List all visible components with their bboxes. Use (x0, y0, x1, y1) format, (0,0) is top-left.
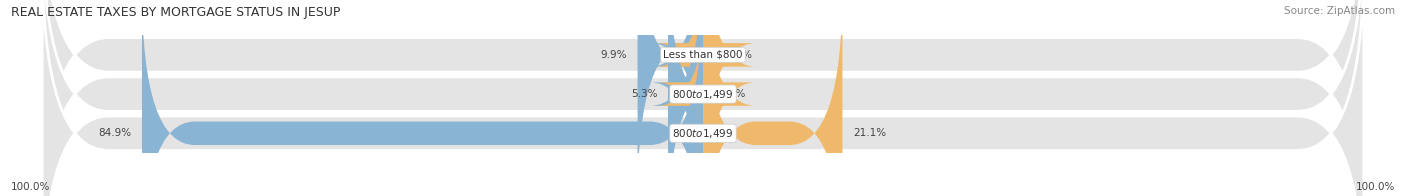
Text: 0.81%: 0.81% (718, 50, 752, 60)
Text: Source: ZipAtlas.com: Source: ZipAtlas.com (1284, 6, 1395, 16)
FancyBboxPatch shape (655, 0, 756, 196)
Text: 84.9%: 84.9% (98, 128, 131, 138)
FancyBboxPatch shape (657, 0, 756, 196)
FancyBboxPatch shape (42, 0, 1364, 196)
FancyBboxPatch shape (42, 0, 1364, 196)
Text: 1.0%: 1.0% (720, 89, 747, 99)
Text: REAL ESTATE TAXES BY MORTGAGE STATUS IN JESUP: REAL ESTATE TAXES BY MORTGAGE STATUS IN … (11, 6, 340, 19)
FancyBboxPatch shape (650, 0, 721, 196)
Text: Less than $800: Less than $800 (664, 50, 742, 60)
FancyBboxPatch shape (142, 0, 703, 196)
Text: 9.9%: 9.9% (600, 50, 627, 60)
Text: 100.0%: 100.0% (11, 182, 51, 192)
FancyBboxPatch shape (42, 0, 1364, 196)
Text: $800 to $1,499: $800 to $1,499 (672, 127, 734, 140)
FancyBboxPatch shape (637, 0, 703, 196)
Text: 21.1%: 21.1% (853, 128, 886, 138)
Text: 5.3%: 5.3% (631, 89, 658, 99)
Text: 100.0%: 100.0% (1355, 182, 1395, 192)
FancyBboxPatch shape (703, 0, 842, 196)
Text: $800 to $1,499: $800 to $1,499 (672, 88, 734, 101)
